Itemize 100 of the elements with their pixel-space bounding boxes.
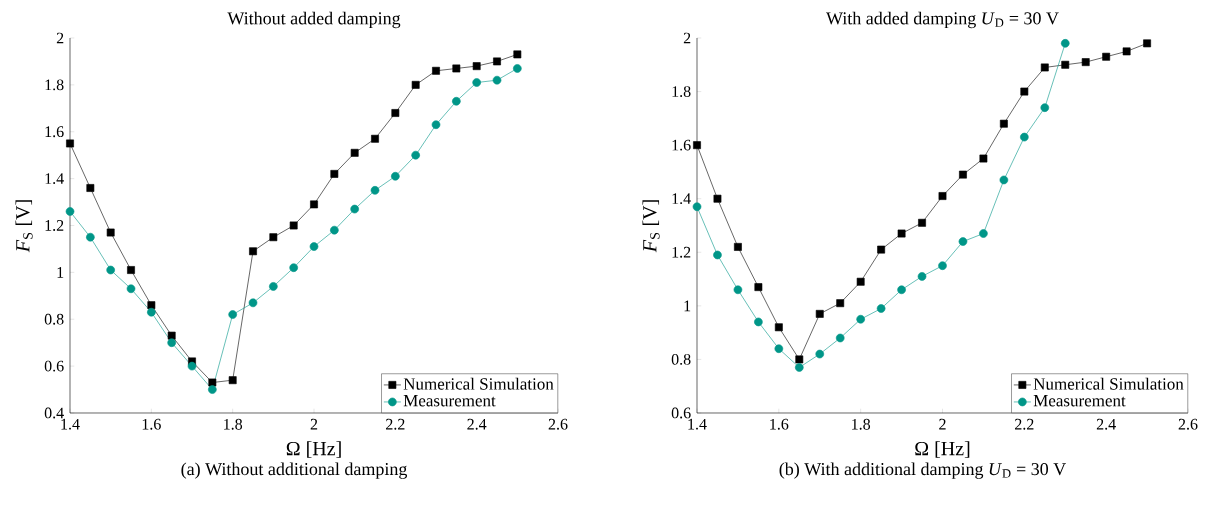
x-tick-label: 2 xyxy=(310,418,318,430)
point xyxy=(835,333,845,343)
text: (a) Without additional damping xyxy=(181,462,408,479)
point xyxy=(713,250,722,260)
point xyxy=(713,194,722,203)
point xyxy=(147,301,156,310)
point xyxy=(371,134,379,143)
legend-label: Measurement xyxy=(403,395,496,407)
point xyxy=(979,229,988,238)
point xyxy=(733,285,743,295)
point xyxy=(1020,132,1029,142)
point xyxy=(208,385,217,394)
point xyxy=(917,272,927,281)
point xyxy=(856,314,865,324)
point xyxy=(249,247,257,256)
x-tick-label: 1.8 xyxy=(224,418,243,430)
point xyxy=(269,282,278,291)
point xyxy=(411,80,420,89)
point xyxy=(856,277,865,286)
legend-label: Numerical Simulation xyxy=(1033,377,1184,390)
point xyxy=(876,304,886,313)
point xyxy=(959,170,967,179)
point xyxy=(492,75,502,85)
point xyxy=(979,154,988,163)
point xyxy=(1040,63,1049,72)
point xyxy=(938,261,947,270)
x-tick-label: 2.6 xyxy=(548,418,568,430)
point xyxy=(106,228,115,237)
point xyxy=(370,186,380,195)
point xyxy=(350,148,359,157)
point xyxy=(897,229,906,238)
point xyxy=(513,64,522,73)
point xyxy=(65,207,75,216)
point xyxy=(187,361,197,371)
legend-label: Numerical Simulation xyxy=(403,377,554,390)
point xyxy=(248,298,258,308)
y-tick-label: 0.8 xyxy=(44,313,64,325)
point xyxy=(815,309,824,318)
legend-label: Measurement xyxy=(1033,395,1126,407)
y-tick-label: 1.8 xyxy=(672,86,691,97)
point xyxy=(391,171,400,181)
point xyxy=(391,109,400,117)
point xyxy=(493,57,501,66)
x-axis-title: Ω [Hz] xyxy=(915,441,970,458)
y-tick-label: 1.8 xyxy=(45,79,64,91)
point xyxy=(208,378,217,387)
point xyxy=(513,50,522,59)
y-tick-label: 0.6 xyxy=(671,407,691,419)
point xyxy=(86,232,95,242)
point xyxy=(1061,60,1070,69)
chart-title: Without added damping xyxy=(227,11,401,29)
point xyxy=(918,218,926,227)
y-tick-label: 2 xyxy=(683,32,691,44)
x-tick-label: 1.8 xyxy=(852,418,871,430)
point xyxy=(411,150,420,160)
point xyxy=(1060,39,1070,48)
point xyxy=(452,64,461,73)
x-tick-label: 2.6 xyxy=(1178,418,1198,430)
point xyxy=(309,242,319,251)
point xyxy=(999,175,1009,185)
point xyxy=(127,266,135,274)
y-tick-label: 1.2 xyxy=(45,220,64,231)
point xyxy=(472,78,481,87)
point xyxy=(1040,103,1050,112)
point xyxy=(958,237,968,246)
point xyxy=(310,200,318,209)
text: (b) With additional damping U$_{D}$ = 30 V xyxy=(779,462,1067,479)
point xyxy=(754,283,763,291)
point xyxy=(228,310,237,319)
point xyxy=(330,170,339,178)
point xyxy=(774,344,784,353)
x-tick-label: 2.2 xyxy=(386,418,405,430)
point xyxy=(1143,39,1151,48)
point xyxy=(289,221,298,230)
point xyxy=(452,96,461,106)
x-tick-label: 1.6 xyxy=(142,418,161,430)
point xyxy=(350,204,359,214)
point xyxy=(1081,58,1090,66)
point xyxy=(1102,52,1111,61)
x-axis-title: Ω [Hz] xyxy=(286,441,341,458)
y-tick-label: 1.4 xyxy=(45,173,64,184)
y-tick-label: 1.2 xyxy=(672,246,691,258)
point xyxy=(692,202,702,212)
point xyxy=(1122,47,1131,56)
x-tick-label: 2.4 xyxy=(467,418,487,430)
point xyxy=(693,141,701,150)
y-tick-label: 2 xyxy=(56,32,64,44)
point xyxy=(228,376,237,385)
y-axis-title: F$_{S}$ [V] xyxy=(15,200,33,253)
y-tick-label: 1.4 xyxy=(672,193,691,205)
point xyxy=(147,307,156,317)
point xyxy=(754,317,763,327)
point xyxy=(472,62,481,71)
y-tick-label: 1 xyxy=(57,267,64,278)
point xyxy=(794,363,804,372)
point xyxy=(330,225,339,235)
point xyxy=(432,66,440,75)
x-tick-label: 2.4 xyxy=(1096,418,1116,430)
point xyxy=(774,323,783,332)
point xyxy=(938,192,947,200)
